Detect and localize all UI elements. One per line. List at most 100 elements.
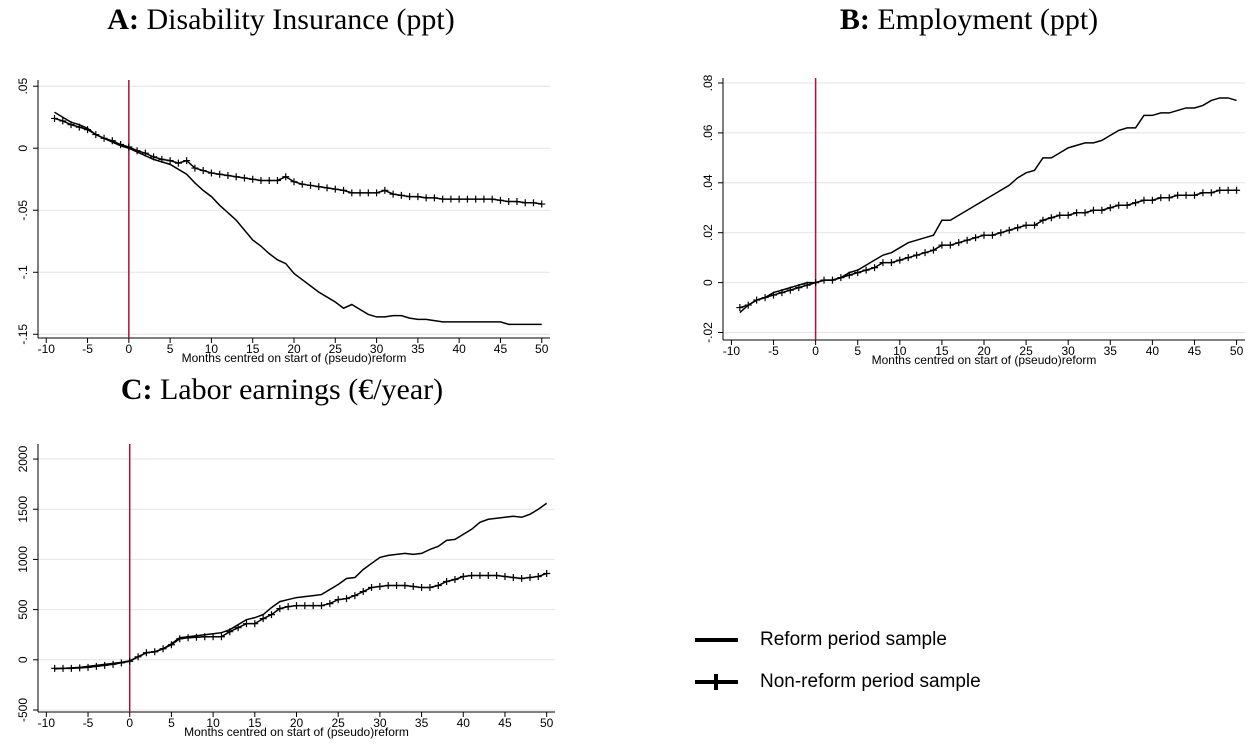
point-marker [820,276,828,284]
series-line [54,117,542,205]
point-marker [207,169,215,177]
x-tick-label: 10 [205,342,219,356]
point-marker [356,189,364,197]
x-tick-label: -10 [38,342,56,356]
point-marker [493,571,501,579]
point-marker [538,200,546,208]
y-tick-label: .08 [701,74,715,91]
point-marker [1098,206,1106,214]
point-marker [1123,201,1131,209]
point-marker [397,191,405,199]
point-marker [108,137,116,145]
point-marker [803,281,811,289]
x-tick-label: 45 [1188,344,1202,358]
x-tick-label: 25 [1019,344,1033,358]
x-tick-label: 30 [373,716,387,730]
point-marker [309,602,317,610]
point-marker [513,198,521,206]
point-marker [183,157,191,165]
point-marker [334,596,342,604]
point-marker [430,194,438,202]
point-marker [879,259,887,267]
x-tick-label: 30 [370,342,384,356]
point-marker [176,635,184,643]
point-marker [1148,196,1156,204]
x-tick-label: 50 [535,342,549,356]
x-tick-label: 35 [415,716,429,730]
point-marker [232,173,240,181]
point-marker [736,304,744,312]
point-marker [117,659,125,667]
point-marker [837,274,845,282]
point-marker [753,296,761,304]
x-tick-label: 35 [411,342,425,356]
point-marker [1182,191,1190,199]
point-marker [151,648,159,656]
x-tick-label: 35 [1104,344,1118,358]
point-marker [484,571,492,579]
point-marker [1056,211,1064,219]
x-tick-label: 20 [977,344,991,358]
point-marker [234,624,242,632]
point-marker [938,241,946,249]
point-marker [521,199,529,207]
panel-title: B: Employment (ppt) [840,3,1098,36]
point-marker [972,234,980,242]
panel-title: C: Labor earnings (€/year) [121,373,443,406]
panel-title-text: Employment (ppt) [877,3,1098,36]
point-marker [393,582,401,590]
point-marker [1115,201,1123,209]
point-marker [988,231,996,239]
x-tick-label: 50 [1230,344,1244,358]
point-marker [331,185,339,193]
point-marker [795,284,803,292]
point-marker [226,628,234,636]
point-marker [59,664,67,672]
point-marker [451,576,459,584]
point-marker [1106,204,1114,212]
x-tick-label: 20 [290,716,304,730]
x-tick-label: 20 [287,342,301,356]
x-tick-label: -5 [83,716,94,730]
series-line [54,502,548,670]
point-marker [76,664,84,672]
point-marker [744,301,752,309]
point-marker [117,141,125,148]
point-marker [59,117,67,125]
point-marker [265,176,273,184]
y-tick-label: 1000 [16,546,30,573]
point-marker [376,583,384,591]
y-tick-label: .06 [701,124,715,141]
point-marker [1190,191,1198,199]
point-marker [242,620,250,628]
point-marker [1233,186,1241,194]
point-marker [946,241,954,249]
point-marker [326,600,334,608]
point-marker [1089,206,1097,214]
point-marker [1081,209,1089,217]
point-marker [929,246,937,254]
point-marker [191,164,199,172]
point-marker [224,172,232,180]
point-marker [761,294,769,302]
point-marker [381,186,389,194]
point-marker [125,143,133,151]
point-marker [871,264,879,272]
point-marker [1047,214,1055,222]
x-tick-label: 50 [540,716,554,730]
point-marker [101,661,109,669]
y-tick-label: -.15 [16,324,30,345]
legend-label: Reform period sample [760,629,947,650]
point-marker [359,588,367,596]
x-tick-label: 0 [125,342,132,356]
point-marker [209,633,217,641]
y-tick-label: -500 [16,698,30,722]
point-marker [526,573,534,581]
x-tick-label: 15 [248,716,262,730]
point-marker [1073,209,1081,217]
x-tick-label: -5 [768,344,779,358]
point-marker [174,159,182,167]
point-marker [1224,186,1232,194]
